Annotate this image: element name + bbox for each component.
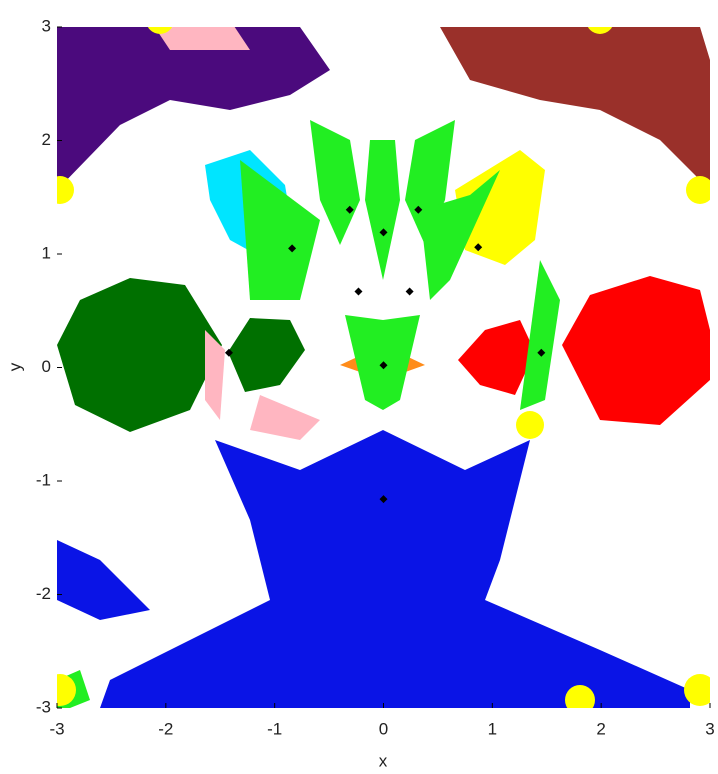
point: [379, 495, 388, 504]
point: [379, 228, 388, 237]
point: [405, 287, 414, 296]
x-tick-label: 3: [705, 719, 714, 738]
y-tick-label: -1: [36, 470, 51, 489]
y-tick-label: 1: [42, 243, 51, 262]
point: [379, 361, 388, 370]
y-tick-label: 3: [42, 16, 51, 35]
point: [414, 205, 423, 214]
x-tick-label: 2: [596, 719, 605, 738]
x-tick-label: 1: [488, 719, 497, 738]
x-tick-label: -3: [49, 719, 64, 738]
x-tick-label: -1: [267, 719, 282, 738]
y-axis-label: y: [5, 362, 24, 371]
point: [345, 205, 354, 214]
point: [474, 243, 483, 252]
y-tick-label: 0: [42, 357, 51, 376]
point: [537, 348, 546, 357]
x-tick-label: -2: [158, 719, 173, 738]
x-axis-label: x: [379, 751, 388, 770]
point: [354, 287, 363, 296]
basin-image: [57, 27, 710, 708]
y-tick-label: -3: [36, 697, 51, 716]
x-tick-label: 0: [379, 719, 388, 738]
y-tick-label: -2: [36, 584, 51, 603]
point: [288, 244, 297, 253]
y-tick-label: 2: [42, 130, 51, 149]
point: [224, 348, 233, 357]
